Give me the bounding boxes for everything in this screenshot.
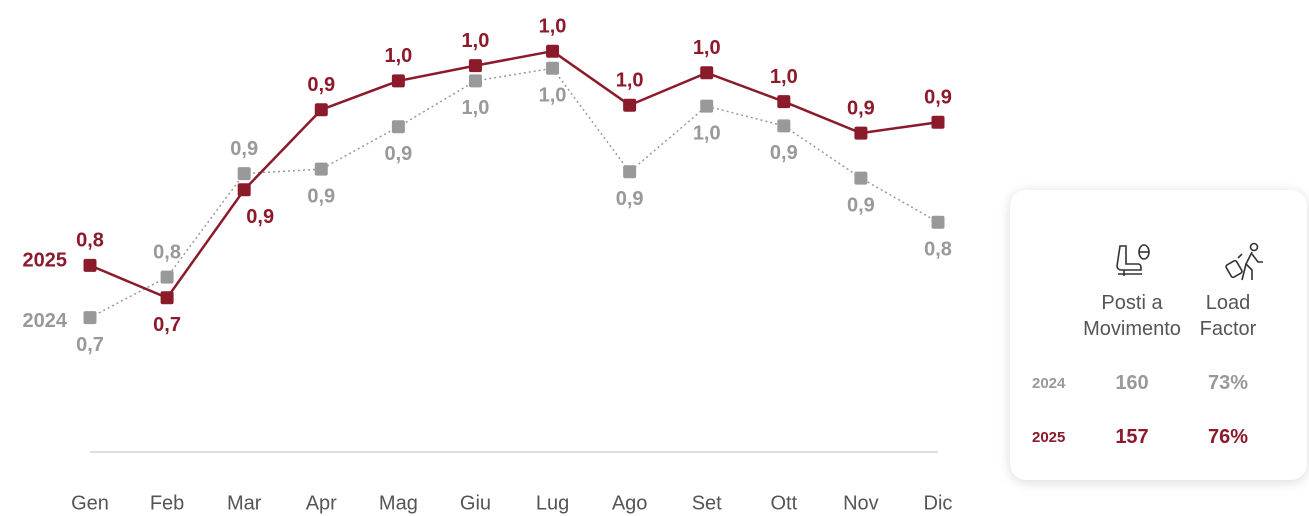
point-marker bbox=[777, 95, 791, 109]
point-marker bbox=[237, 183, 251, 197]
point-marker bbox=[83, 258, 97, 272]
data-label: 0,9 bbox=[384, 143, 412, 165]
data-label: 0,7 bbox=[76, 334, 104, 356]
data-label: 1,0 bbox=[462, 30, 490, 52]
data-label: 1,0 bbox=[616, 69, 644, 91]
point-marker bbox=[468, 74, 482, 88]
x-tick-label: Lug bbox=[536, 492, 569, 514]
data-label: 1,0 bbox=[539, 15, 567, 37]
data-label: 1,0 bbox=[539, 85, 567, 107]
series-name: 2025 bbox=[23, 250, 68, 272]
data-label: 1,0 bbox=[693, 37, 721, 59]
x-tick-label: Nov bbox=[843, 492, 879, 514]
data-label: 0,9 bbox=[307, 74, 335, 96]
data-label: 0,9 bbox=[230, 138, 258, 160]
data-label: 0,9 bbox=[847, 97, 875, 119]
x-tick-label: Ago bbox=[612, 492, 648, 514]
data-label: 0,9 bbox=[924, 87, 952, 109]
row-label: 2025 bbox=[1032, 429, 1066, 446]
x-tick-label: Ott bbox=[770, 492, 797, 514]
table-cell: 73% bbox=[1207, 372, 1249, 394]
x-tick-label: Gen bbox=[71, 492, 109, 514]
point-marker bbox=[854, 126, 868, 140]
x-tick-label: Giu bbox=[460, 492, 491, 514]
x-tick-label: Mag bbox=[379, 492, 418, 514]
point-marker bbox=[854, 171, 868, 185]
traveller-icon bbox=[1225, 242, 1263, 281]
point-marker bbox=[314, 162, 328, 176]
x-tick-label: Dic bbox=[924, 492, 953, 514]
point-marker bbox=[931, 215, 945, 229]
data-label: 0,7 bbox=[153, 314, 181, 336]
point-marker bbox=[623, 98, 637, 112]
data-label: 0,8 bbox=[924, 238, 952, 260]
point-marker bbox=[314, 103, 328, 117]
summary-card: Posti a Movimento Load Factor 2024 160 73%… bbox=[1010, 190, 1307, 480]
series-line bbox=[89, 67, 939, 319]
table-cell: 160 bbox=[1115, 372, 1149, 394]
point-marker bbox=[237, 167, 251, 181]
point-marker bbox=[160, 291, 174, 305]
data-label: 1,0 bbox=[770, 66, 798, 88]
point-marker bbox=[83, 311, 97, 325]
data-label: 1,0 bbox=[693, 122, 721, 144]
point-marker bbox=[391, 120, 405, 134]
row-label: 2024 bbox=[1032, 375, 1066, 392]
x-tick-label: Set bbox=[692, 492, 722, 514]
point-marker bbox=[391, 74, 405, 88]
point-marker bbox=[546, 44, 560, 58]
x-tick-label: Feb bbox=[150, 492, 184, 514]
chart: Gen Feb Mar Apr Mag Giu Lug Ago Set Ott Nov Dic 0,7 0… bbox=[23, 15, 953, 514]
data-label: 0,8 bbox=[153, 241, 181, 263]
data-label: 1,0 bbox=[462, 97, 490, 119]
table-cell: 76% bbox=[1207, 426, 1249, 448]
x-tick-label: Mar bbox=[227, 492, 262, 514]
series-name: 2024 bbox=[23, 310, 68, 332]
data-label: 0,9 bbox=[616, 188, 644, 210]
point-marker bbox=[777, 119, 791, 133]
seat-icon bbox=[1116, 244, 1150, 276]
series-line bbox=[89, 49, 939, 300]
data-label: 1,0 bbox=[384, 45, 412, 67]
point-marker bbox=[160, 270, 174, 284]
point-marker bbox=[468, 59, 482, 73]
column-header: Posti a Movimento bbox=[1083, 292, 1181, 340]
data-label: 0,9 bbox=[246, 206, 274, 228]
point-marker bbox=[700, 66, 714, 80]
table-cell: 157 bbox=[1115, 426, 1149, 448]
point-marker bbox=[931, 115, 945, 129]
point-marker bbox=[700, 99, 714, 113]
x-tick-label: Apr bbox=[306, 492, 337, 514]
data-label: 0,9 bbox=[307, 185, 335, 207]
data-label: 0,9 bbox=[770, 142, 798, 164]
column-header: Load Factor bbox=[1199, 292, 1257, 340]
point-marker bbox=[546, 61, 560, 75]
data-label: 0,8 bbox=[76, 230, 104, 252]
point-marker bbox=[623, 165, 637, 179]
data-label: 0,9 bbox=[847, 194, 875, 216]
